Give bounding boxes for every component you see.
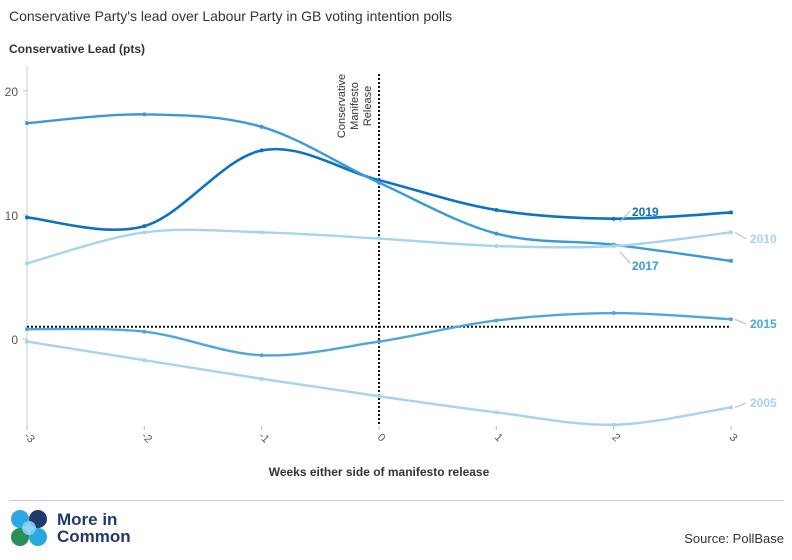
x-tick-label: 1	[492, 431, 505, 444]
data-point-2010	[142, 230, 147, 235]
x-tick-label: 0	[375, 431, 388, 444]
data-point-2019	[25, 215, 29, 220]
logo: More in Common	[9, 508, 131, 548]
data-point-2010	[377, 236, 381, 241]
label-leader-2017	[619, 251, 631, 264]
data-point-2019	[729, 210, 733, 215]
series-label-2010: 2010	[750, 232, 777, 246]
data-point-2015	[142, 329, 147, 334]
logo-mark-icon	[11, 510, 47, 546]
series-label-2019: 2019	[632, 205, 659, 219]
data-point-2010	[494, 244, 499, 248]
data-point-2005	[142, 358, 147, 363]
axes: 0 10 20 -3 -2 -1 0 1 2 3 ConservativeManifestoRele…	[5, 66, 740, 446]
x-tick-label: 2	[609, 431, 622, 444]
data-point-2015	[25, 327, 29, 332]
data-point-2005	[377, 394, 381, 399]
label-leader-2005	[734, 402, 747, 408]
data-point-2015	[729, 317, 733, 322]
y-tick-label: 0	[11, 333, 18, 347]
x-tick-label: -1	[256, 430, 271, 445]
data-point-2017	[494, 231, 499, 236]
data-point-2015	[377, 339, 381, 344]
data-point-2010	[259, 230, 264, 235]
data-point-2017	[377, 180, 381, 185]
series-line-2019	[25, 147, 733, 231]
data-point-2019	[142, 224, 147, 229]
logo-line-1: More in	[57, 510, 118, 529]
data-point-2005	[25, 339, 29, 344]
data-point-2017	[259, 124, 264, 129]
data-point-2010	[729, 230, 733, 235]
data-point-2019	[611, 216, 616, 221]
data-point-2005	[611, 422, 616, 427]
data-point-2017	[142, 112, 147, 117]
data-point-2005	[494, 410, 499, 415]
y-tick-label: 20	[5, 85, 19, 99]
manifesto-annotation: ConservativeManifestoRelease	[336, 74, 374, 138]
x-tick-label: -3	[21, 430, 36, 445]
series-labels: 2019 2017 2010 2015 2005	[619, 205, 777, 410]
y-tick-label: 10	[5, 209, 19, 223]
x-axis-label: Weeks either side of manifesto release	[269, 465, 490, 479]
x-tick-label: -2	[139, 430, 154, 445]
data-point-2017	[25, 121, 29, 126]
logo-text: More in Common	[57, 511, 131, 545]
data-point-2005	[729, 405, 733, 410]
data-point-2010	[25, 261, 29, 266]
data-point-2019	[494, 208, 499, 212]
series-lines	[25, 112, 733, 427]
logo-line-2: Common	[57, 527, 131, 546]
series-label-2017: 2017	[632, 259, 659, 273]
label-leader-2010	[734, 231, 747, 240]
data-point-2015	[611, 311, 616, 316]
series-label-2005: 2005	[750, 396, 777, 410]
line-chart: 0 10 20 -3 -2 -1 0 1 2 3 ConservativeManifestoRele…	[5, 66, 777, 479]
data-point-2010	[611, 244, 616, 248]
data-point-2015	[494, 318, 499, 323]
data-point-2015	[259, 353, 264, 358]
label-leader-2015	[734, 318, 747, 325]
source-note: Source: PollBase	[684, 531, 784, 546]
x-tick-label: 3	[727, 431, 740, 444]
data-point-2019	[259, 148, 264, 153]
data-point-2017	[729, 258, 733, 263]
data-point-2005	[259, 376, 264, 381]
series-label-2015: 2015	[750, 317, 777, 331]
chart-title: Conservative Party's lead over Labour Pa…	[9, 8, 453, 24]
y-axis-label: Conservative Lead (pts)	[9, 42, 146, 56]
label-leader-2019	[619, 210, 631, 223]
footer-divider	[9, 500, 784, 501]
